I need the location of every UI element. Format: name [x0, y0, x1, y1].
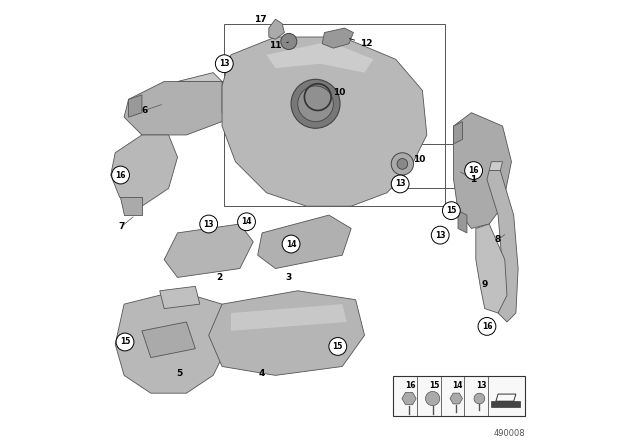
Polygon shape	[269, 19, 284, 39]
Circle shape	[474, 393, 484, 404]
Polygon shape	[164, 224, 253, 277]
Text: 1: 1	[470, 175, 477, 184]
Circle shape	[391, 175, 409, 193]
Circle shape	[298, 86, 333, 121]
Polygon shape	[454, 121, 463, 144]
Circle shape	[426, 392, 440, 405]
Text: 7: 7	[118, 222, 125, 231]
Polygon shape	[489, 162, 502, 171]
Text: 16: 16	[405, 381, 416, 390]
Circle shape	[431, 226, 449, 244]
Circle shape	[111, 166, 129, 184]
Circle shape	[200, 215, 218, 233]
Polygon shape	[115, 291, 231, 393]
Polygon shape	[160, 286, 200, 309]
Polygon shape	[450, 393, 463, 404]
Circle shape	[116, 333, 134, 351]
Circle shape	[391, 153, 413, 175]
Text: 490008: 490008	[493, 429, 525, 438]
Text: 17: 17	[253, 15, 266, 24]
Circle shape	[329, 337, 347, 355]
Text: 16: 16	[115, 171, 126, 180]
Text: 15: 15	[120, 337, 130, 346]
Bar	[394, 376, 525, 416]
Polygon shape	[258, 215, 351, 268]
Text: 6: 6	[141, 106, 147, 115]
Text: 12: 12	[349, 39, 372, 48]
Text: 16: 16	[468, 166, 479, 175]
Text: 14: 14	[286, 240, 296, 249]
Polygon shape	[177, 73, 222, 82]
Text: 10: 10	[413, 155, 426, 164]
Circle shape	[281, 34, 297, 49]
Text: 13: 13	[219, 59, 230, 68]
Text: 4: 4	[259, 369, 266, 378]
Text: 3: 3	[285, 273, 292, 282]
Polygon shape	[111, 135, 177, 206]
Text: 16: 16	[482, 322, 492, 331]
Polygon shape	[142, 322, 195, 358]
Polygon shape	[209, 291, 365, 375]
Circle shape	[478, 318, 496, 335]
Text: 10: 10	[333, 88, 346, 97]
Text: 8: 8	[495, 235, 501, 244]
Text: 13: 13	[476, 381, 486, 390]
Text: 5: 5	[177, 369, 183, 378]
Polygon shape	[124, 82, 244, 135]
Circle shape	[465, 162, 483, 180]
Bar	[491, 401, 520, 406]
Circle shape	[282, 235, 300, 253]
Polygon shape	[231, 304, 347, 331]
Text: 15: 15	[333, 342, 343, 351]
Text: 14: 14	[241, 217, 252, 226]
Polygon shape	[222, 82, 244, 117]
Circle shape	[291, 79, 340, 128]
Circle shape	[397, 159, 408, 169]
Circle shape	[237, 213, 255, 231]
Polygon shape	[120, 197, 142, 215]
Circle shape	[442, 202, 460, 220]
Polygon shape	[402, 392, 416, 405]
Text: 2: 2	[217, 273, 223, 282]
Polygon shape	[454, 113, 511, 228]
Polygon shape	[487, 171, 518, 322]
Text: 15: 15	[429, 381, 439, 390]
Text: 14: 14	[452, 381, 463, 390]
Text: 13: 13	[435, 231, 445, 240]
Text: 13: 13	[204, 220, 214, 228]
Text: 11: 11	[269, 41, 289, 50]
Polygon shape	[129, 95, 142, 117]
Polygon shape	[322, 28, 353, 48]
Bar	[360, 144, 472, 188]
Text: 9: 9	[481, 280, 488, 289]
Polygon shape	[222, 37, 427, 206]
Circle shape	[216, 55, 233, 73]
Text: 13: 13	[395, 180, 405, 189]
Text: 15: 15	[446, 206, 456, 215]
Polygon shape	[476, 224, 507, 313]
Bar	[224, 24, 445, 206]
Polygon shape	[458, 211, 467, 233]
Polygon shape	[267, 42, 373, 73]
